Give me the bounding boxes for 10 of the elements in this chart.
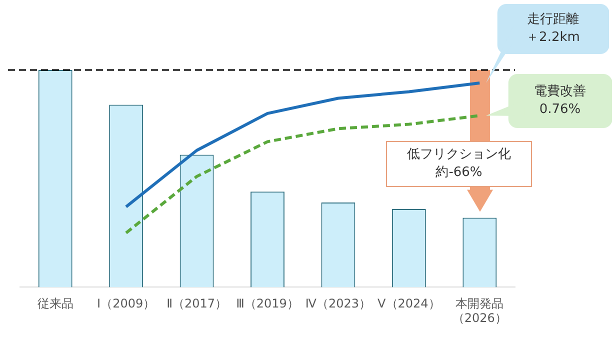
x-tick-label: 本開発品（2026） <box>452 296 507 325</box>
annotation: 約-66% <box>436 164 482 182</box>
x-tick-label: Ⅴ（2024） <box>378 296 440 311</box>
x-tick-label: Ⅱ（2017） <box>166 296 228 311</box>
annotation: 低フリクション化 <box>407 146 511 164</box>
text-box: 低フリクション化 約-66% <box>386 141 532 187</box>
x-tick-label: 従来品 <box>37 296 74 311</box>
x-tick-label: Ⅳ（2023） <box>305 296 372 311</box>
x-tick-label: Ⅲ（2019） <box>236 296 299 311</box>
x-tick-label: Ⅰ（2009） <box>97 296 156 311</box>
